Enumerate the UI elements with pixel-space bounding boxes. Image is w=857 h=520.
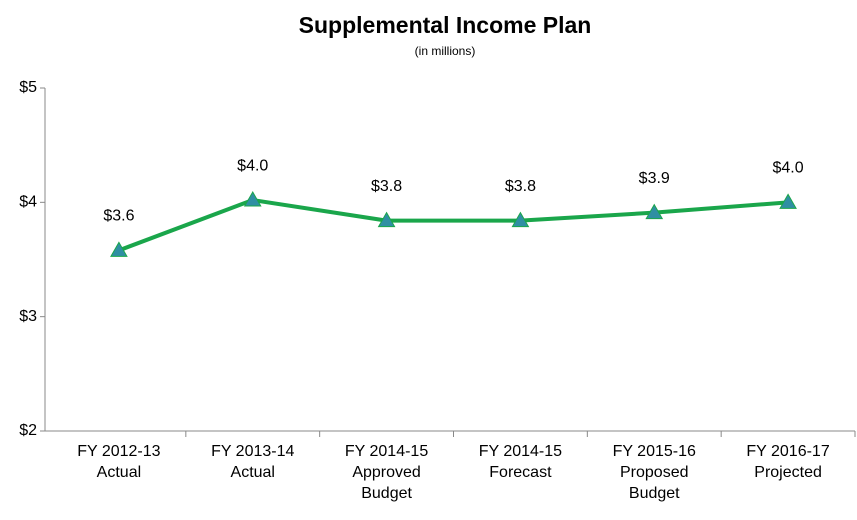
x-tick-label: FY 2016-17 Projected bbox=[746, 443, 830, 481]
y-tick-label: $4 bbox=[19, 194, 37, 211]
data-label: $3.8 bbox=[371, 178, 402, 195]
data-label: $4.0 bbox=[773, 160, 804, 177]
data-label: $3.6 bbox=[103, 208, 134, 225]
x-tick-label: FY 2014-15 Forecast bbox=[478, 443, 563, 481]
y-tick-label: $2 bbox=[19, 422, 37, 439]
x-tick-label: FY 2013-14 Actual bbox=[211, 443, 295, 481]
data-label: $3.8 bbox=[505, 178, 536, 195]
x-tick-label: FY 2014-15 Approved Budget bbox=[344, 443, 429, 502]
x-tick-label: FY 2012-13 Actual bbox=[77, 443, 161, 481]
x-tick-label: FY 2015-16 Proposed Budget bbox=[612, 443, 696, 502]
y-tick-label: $3 bbox=[19, 308, 37, 325]
series-line bbox=[118, 198, 789, 253]
marker bbox=[645, 203, 664, 220]
marker bbox=[110, 241, 128, 257]
data-label: $4.0 bbox=[237, 157, 268, 174]
marker bbox=[243, 191, 262, 207]
data-label: $3.9 bbox=[639, 170, 670, 187]
y-tick-label: $5 bbox=[19, 79, 37, 96]
marker bbox=[779, 193, 797, 209]
chart-title: Supplemental Income Plan bbox=[299, 12, 592, 38]
chart-subtitle: (in millions) bbox=[415, 44, 476, 58]
marker bbox=[377, 211, 396, 228]
marker bbox=[511, 211, 530, 228]
